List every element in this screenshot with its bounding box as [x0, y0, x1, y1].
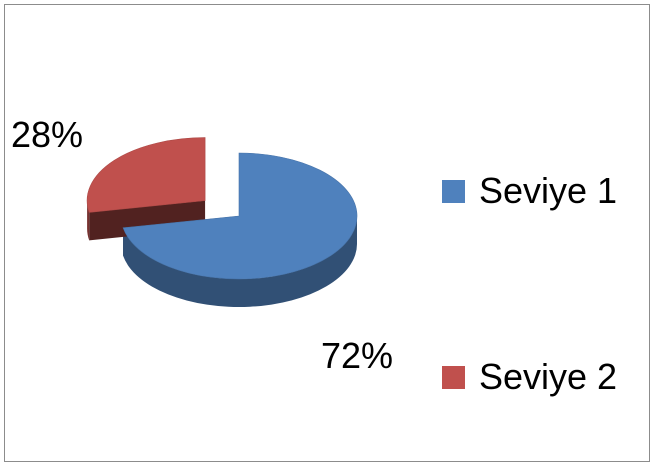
pie-slice-seviye-1: [122, 152, 358, 280]
legend-item-seviye-1: Seviye 1: [442, 173, 617, 209]
legend-item-seviye-2: Seviye 2: [442, 359, 617, 395]
chart-frame: 28% 72% Seviye 1 Seviye 2: [4, 4, 650, 462]
legend-swatch-seviye-2: [442, 365, 465, 389]
data-label-seviye-1: 72%: [321, 335, 394, 376]
legend: Seviye 1 Seviye 2: [442, 163, 652, 403]
legend-label-seviye-1: Seviye 1: [479, 170, 618, 211]
pie-wall-seviye-2: [87, 200, 90, 241]
data-label-seviye-2: 28%: [11, 114, 84, 155]
pie-wall-seviye-1: [123, 216, 357, 307]
pie-chart: [86, 137, 358, 307]
legend-label-seviye-2: Seviye 2: [479, 356, 618, 397]
legend-swatch-seviye-1: [442, 179, 465, 203]
pie-slice-seviye-2: [86, 137, 206, 213]
